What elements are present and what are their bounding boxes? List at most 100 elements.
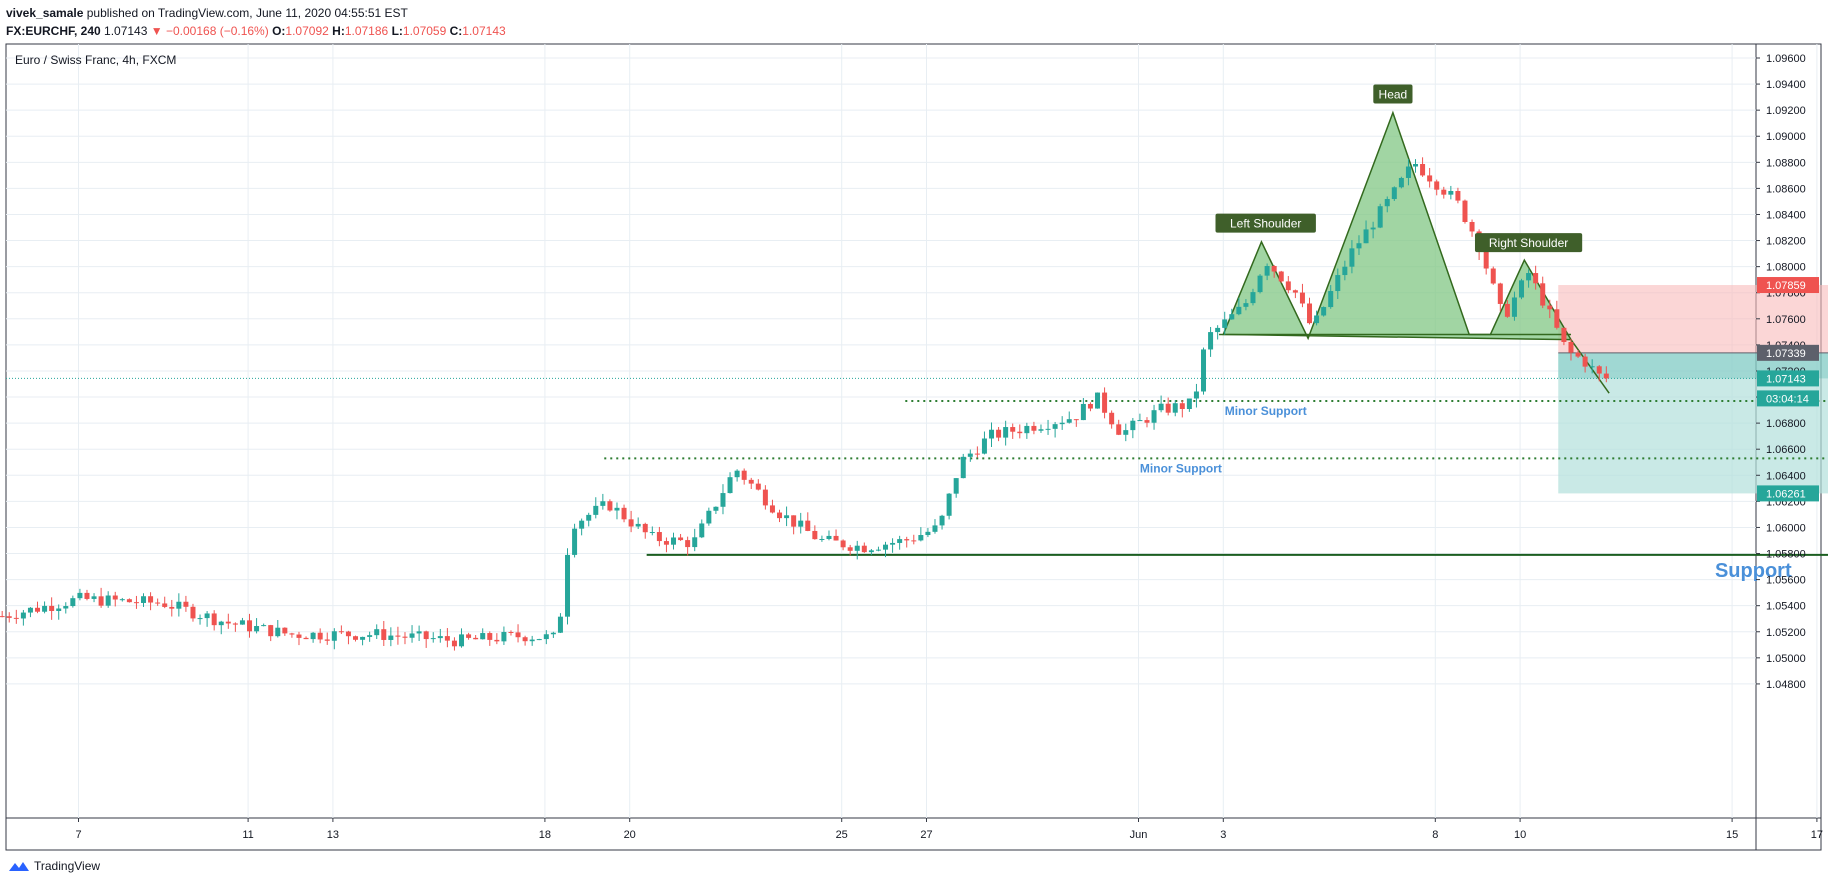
candle-body — [1547, 305, 1553, 310]
candle-body — [141, 596, 147, 603]
candle-body — [42, 605, 48, 612]
candle-body — [98, 596, 104, 606]
candle-body — [63, 606, 69, 609]
candle-body — [105, 595, 111, 606]
candle-body — [1497, 283, 1503, 304]
candle-body — [261, 625, 267, 627]
candle-body — [1285, 281, 1291, 291]
candle-body — [310, 632, 316, 640]
candle-body — [1087, 403, 1093, 409]
candle-body — [423, 631, 429, 640]
candle-body — [1017, 431, 1023, 434]
candle-body — [642, 523, 648, 533]
price-tick-label: 1.08800 — [1766, 157, 1806, 169]
low-value: 1.07059 — [402, 24, 447, 38]
candle-body — [847, 547, 853, 551]
candle-body — [1073, 419, 1079, 421]
publish-line: vivek_samale published on TradingView.co… — [6, 4, 506, 22]
candle-body — [628, 519, 634, 527]
candle-body — [1066, 419, 1072, 423]
candle-body — [338, 631, 344, 633]
candle-body — [6, 616, 12, 618]
low-label: L: — [391, 24, 403, 38]
candle-body — [1059, 422, 1065, 425]
candle-body — [112, 595, 118, 600]
candle-body — [1455, 190, 1461, 201]
bar-countdown-label-box — [1757, 390, 1819, 407]
candle-body — [20, 612, 26, 619]
time-tick-label: 25 — [836, 829, 848, 841]
price-tick-label: 1.09400 — [1766, 79, 1806, 91]
candle-body — [1405, 166, 1411, 178]
time-tick-label: 7 — [75, 829, 81, 841]
candle-body — [1080, 403, 1086, 421]
candle-body — [254, 626, 260, 632]
price-tick-label: 1.08600 — [1766, 183, 1806, 195]
candle-body — [974, 453, 980, 455]
price-tick-label: 1.06000 — [1766, 522, 1806, 534]
target-price-label-box — [1757, 485, 1819, 502]
candle-body — [1582, 356, 1588, 367]
candle-body — [854, 545, 860, 551]
candle-body — [671, 537, 677, 545]
annotations: Head Left Shoulder Right Shoulder — [1215, 84, 1583, 253]
candle-body — [35, 607, 41, 612]
candle-body — [296, 634, 302, 638]
time-axis[interactable]: 7111318202527Jun38101517222429Jul — [75, 818, 1828, 841]
candle-body — [211, 613, 217, 626]
candle-body — [678, 537, 684, 541]
candle-body — [444, 636, 450, 641]
pattern-label: Head — [1379, 88, 1408, 102]
candle-body — [1137, 420, 1143, 422]
candle-body — [1391, 187, 1397, 200]
last-price-label-box — [1757, 370, 1819, 387]
price-tick-label: 1.08400 — [1766, 209, 1806, 221]
candle-body — [183, 601, 189, 607]
candle-body — [1511, 297, 1517, 317]
candle-body — [833, 535, 839, 541]
high-label: H: — [332, 24, 345, 38]
candle-body — [1229, 314, 1235, 320]
candle-body — [1427, 175, 1433, 182]
stop-price-label: 1.07859 — [1766, 280, 1806, 292]
candle-body — [522, 637, 528, 642]
candle-body — [232, 623, 238, 625]
candle-body — [1193, 391, 1199, 399]
candle-body — [748, 479, 754, 484]
candle-body — [557, 616, 563, 633]
candle-body — [550, 632, 556, 635]
bar-countdown-label: 03:04:14 — [1766, 393, 1809, 405]
candle-body — [1186, 398, 1192, 409]
open-label: O: — [272, 24, 286, 38]
candle-body — [1434, 181, 1440, 190]
candle-body — [1540, 283, 1546, 306]
price-axis[interactable]: 1.09600 1.09400 1.09200 1.09000 1.08800 1.086… — [1756, 53, 1819, 691]
candle-body — [1038, 429, 1044, 431]
candle-body — [515, 632, 521, 638]
price-tick-label: 1.05800 — [1766, 549, 1806, 561]
price-change: ▼ −0.00168 (−0.16%) — [150, 24, 269, 38]
candle-body — [1603, 373, 1609, 379]
entry-price-label-box — [1757, 344, 1819, 361]
brand-name: TradingView — [34, 859, 101, 873]
candle-body — [1208, 332, 1214, 350]
candle-body — [1151, 410, 1157, 423]
stop-price-label-box — [1757, 277, 1819, 294]
price-tick-label: 1.09600 — [1766, 53, 1806, 65]
candle-body — [119, 599, 125, 601]
candle-body — [918, 535, 924, 541]
candle-body — [981, 438, 987, 454]
candle-body — [133, 602, 139, 604]
candle-body — [932, 525, 938, 532]
candle-body — [1123, 430, 1129, 435]
time-tick-label: Jun — [1130, 829, 1148, 841]
time-tick-label: 17 — [1811, 829, 1823, 841]
candle-body — [939, 515, 945, 526]
chart-title: Euro / Swiss Franc, 4h, FXCM — [15, 53, 176, 67]
high-value: 1.07186 — [344, 24, 389, 38]
candle-body — [1328, 291, 1334, 308]
candle-body — [586, 514, 592, 521]
author-name[interactable]: vivek_samale — [6, 6, 84, 20]
candle-body — [1519, 280, 1525, 298]
